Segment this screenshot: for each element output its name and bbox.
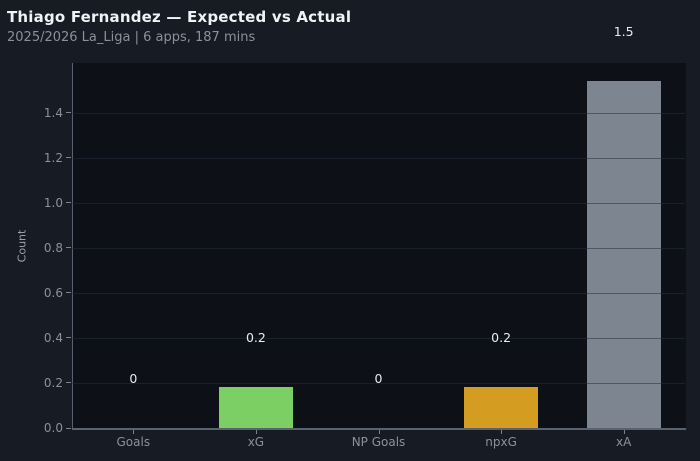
- x-tick-label: NP Goals: [351, 435, 406, 449]
- bar-value-label: 1.5: [613, 24, 634, 40]
- chart-title: Thiago Fernandez — Expected vs Actual: [7, 8, 352, 26]
- bar-value-label: 0.2: [245, 330, 266, 346]
- x-tick-label: Goals: [116, 435, 151, 449]
- gridline: [72, 337, 685, 339]
- gridline: [72, 112, 685, 114]
- bar-npxg: [464, 387, 539, 428]
- y-tick-mark: [66, 292, 71, 294]
- chart-subtitle: 2025/2026 La_Liga | 6 apps, 187 mins: [7, 30, 256, 45]
- gridline: [72, 202, 685, 204]
- x-tick-mark: [255, 430, 257, 434]
- y-tick-mark: [66, 247, 71, 249]
- gridline: [72, 247, 685, 249]
- y-tick-mark: [66, 382, 71, 384]
- x-tick-label: xA: [616, 435, 632, 449]
- bar-xg: [218, 387, 293, 428]
- y-tick-mark: [66, 202, 71, 204]
- plot-area: [72, 63, 686, 430]
- y-tick-label: 1.4: [43, 105, 63, 120]
- y-tick-mark: [66, 427, 71, 429]
- y-tick-mark: [66, 337, 71, 339]
- x-tick-mark: [501, 430, 503, 434]
- bar-value-label: 0: [129, 371, 138, 386]
- y-tick-mark: [66, 157, 71, 159]
- x-tick-label: npxG: [485, 435, 517, 449]
- gridline: [72, 292, 685, 294]
- x-tick-label: xG: [247, 435, 265, 449]
- x-tick-mark: [378, 430, 380, 434]
- x-tick-mark: [133, 430, 135, 434]
- y-tick-label: 0.4: [43, 330, 63, 345]
- y-tick-label: 0.0: [43, 421, 63, 435]
- y-tick-label: 1.0: [43, 195, 63, 210]
- y-tick-label: 0.2: [43, 375, 63, 390]
- gridline: [72, 382, 685, 384]
- bar-xa: [586, 81, 661, 428]
- y-tick-label: 0.6: [43, 285, 63, 300]
- y-tick-label: 1.2: [43, 150, 63, 165]
- gridline: [72, 157, 685, 159]
- bar-value-label: 0.2: [491, 330, 512, 346]
- y-tick-mark: [66, 112, 71, 114]
- bar-value-label: 0: [374, 371, 383, 386]
- y-tick-label: 0.8: [43, 240, 63, 255]
- x-tick-mark: [623, 430, 625, 434]
